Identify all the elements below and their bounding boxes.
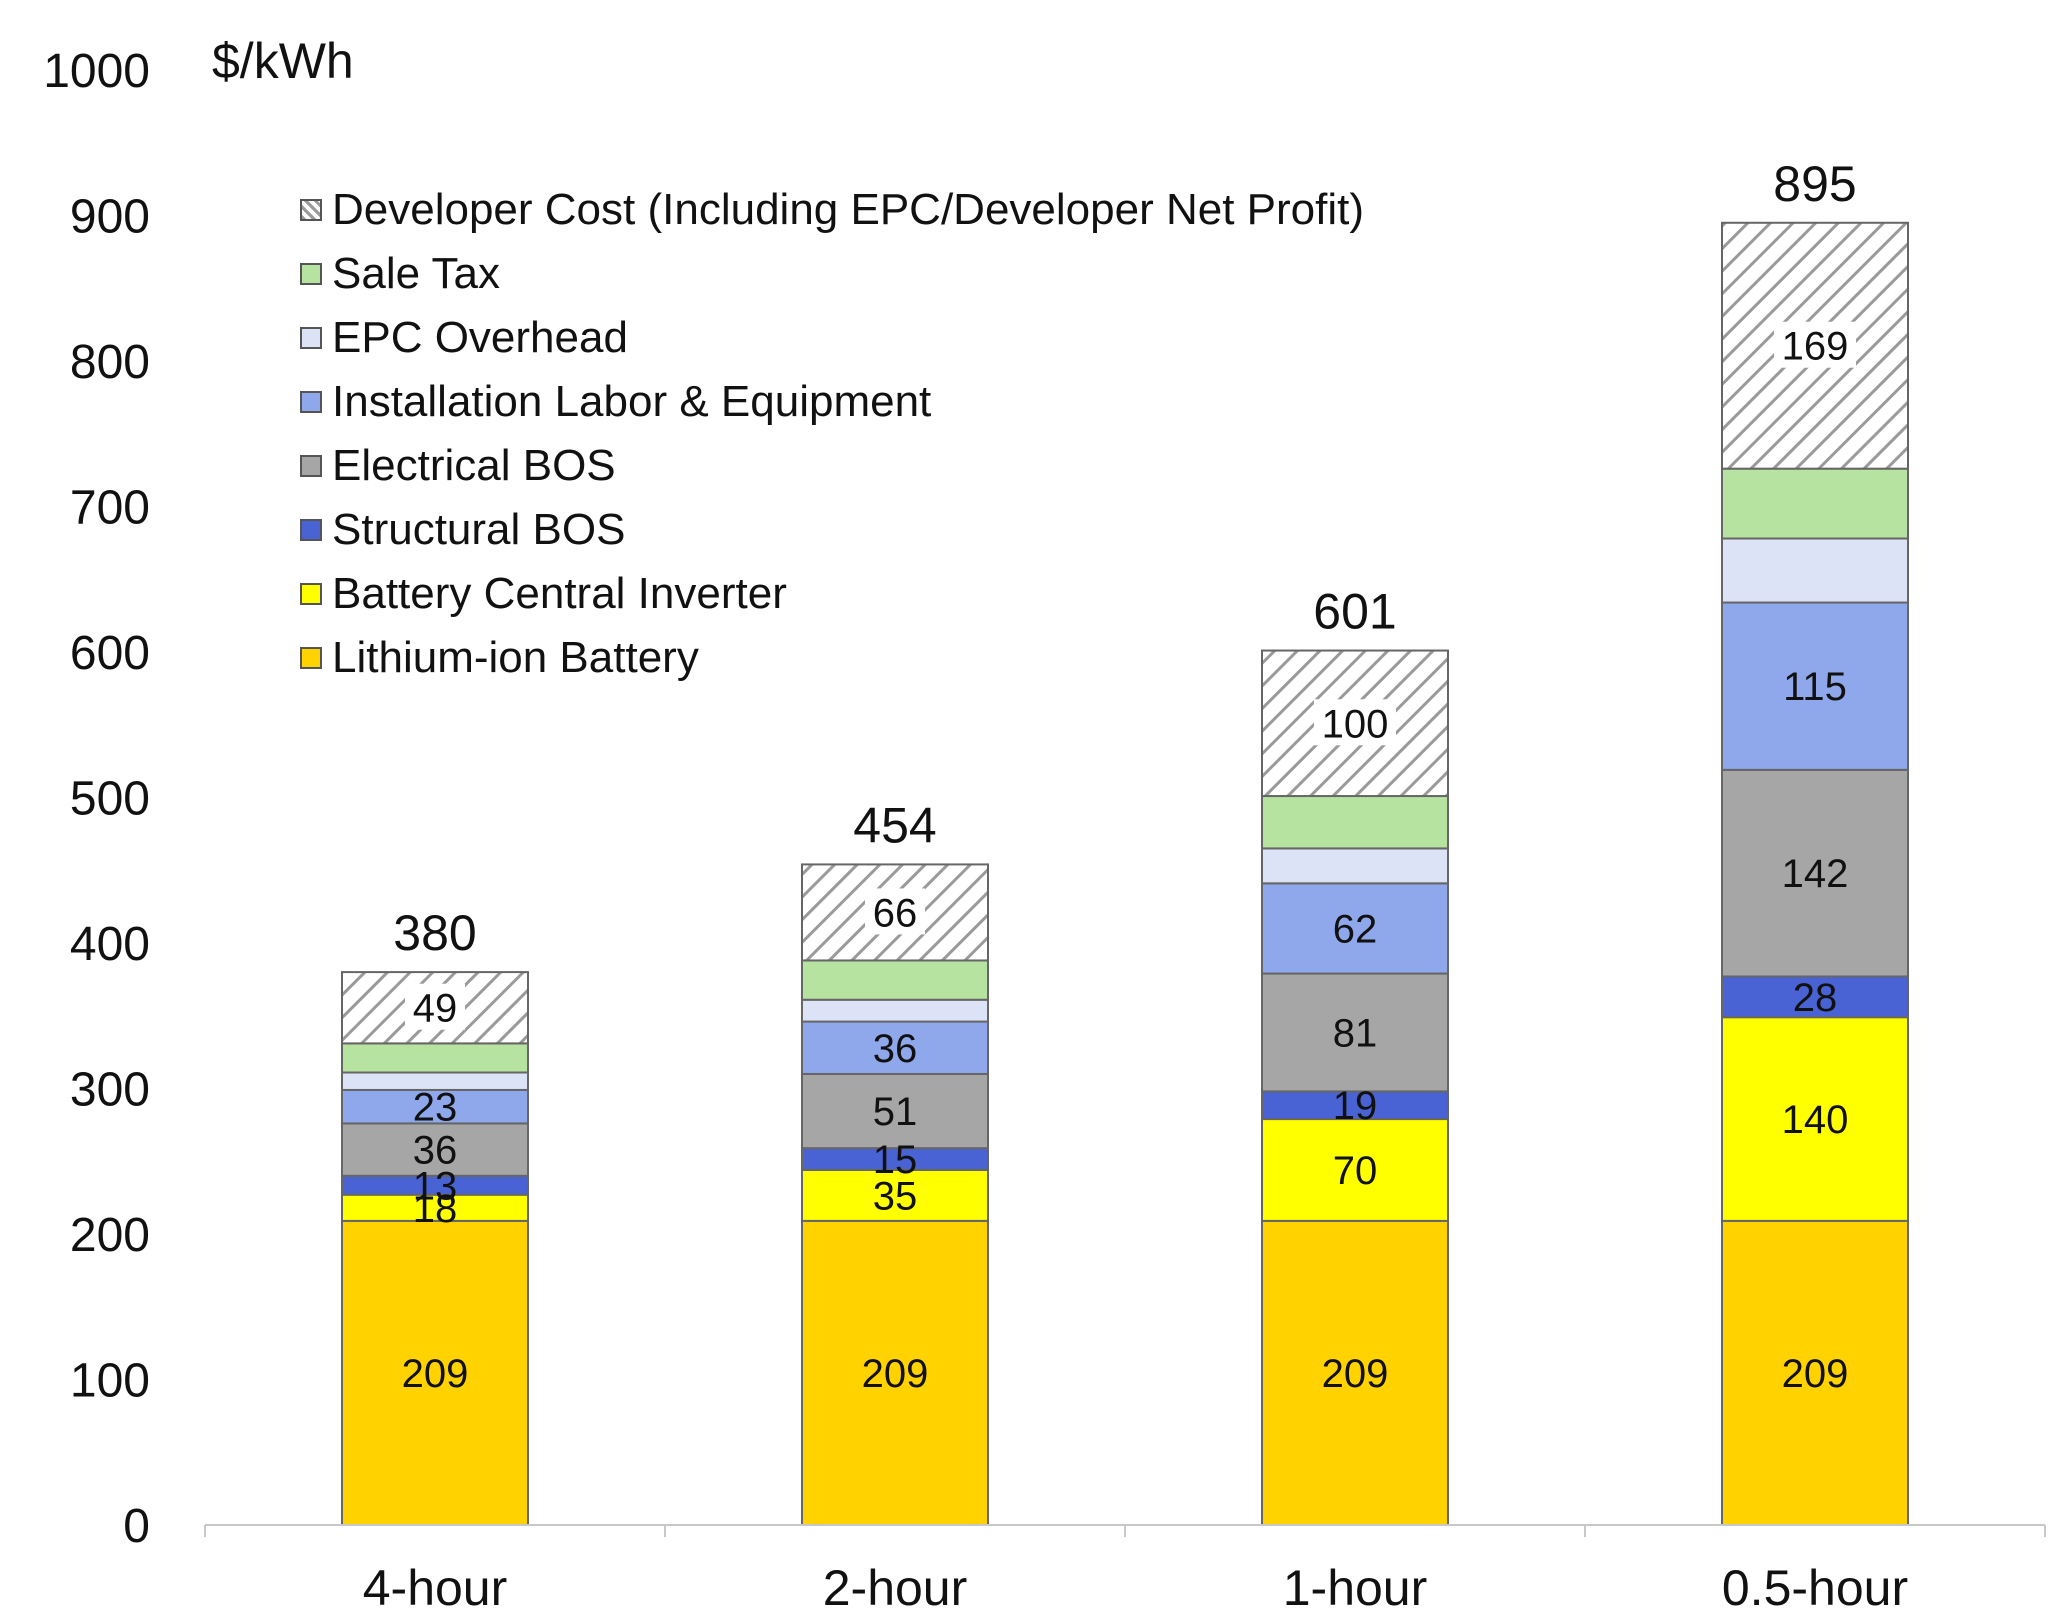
data-label-background [405,983,465,1030]
bar-segment [801,998,989,1023]
bar-segment [1261,795,1449,850]
bar-segment [1261,1090,1449,1121]
total-label: 380 [393,905,476,961]
legend-label: Lithium-ion Battery [332,633,699,682]
y-tick-label: 1000 [43,45,150,98]
total-label: 895 [1773,156,1856,212]
x-tick-label: 2-hour [823,1560,968,1611]
legend-item: Electrical BOS [300,434,1364,498]
data-label: 140 [1782,1098,1849,1142]
legend-swatch [300,455,322,477]
data-label: 209 [1322,1352,1389,1396]
legend-swatch [300,583,322,605]
bar-segment [801,1020,989,1075]
bar-segment [1721,601,1909,771]
legend-label: Installation Labor & Equipment [332,377,932,426]
bar-segment [1261,882,1449,975]
bar-segment [1721,1016,1909,1222]
data-label: 36 [873,1027,918,1071]
bar-segment [801,959,989,1001]
data-label: 66 [873,891,918,935]
legend-label: Developer Cost (Including EPC/Developer … [332,185,1365,234]
legend-item: Sale Tax [300,242,1364,306]
bar-segment [341,1088,529,1125]
legend-label: Structural BOS [332,505,626,554]
bar-segment [801,1072,989,1150]
legend-swatch [300,647,322,669]
legend-item: Battery Central Inverter [300,562,1364,626]
legend-swatch [300,327,322,349]
data-label: 209 [1782,1352,1849,1396]
total-label: 601 [1313,584,1396,640]
total-label: 454 [853,797,936,853]
data-label: 35 [873,1174,918,1218]
data-label-background [1314,699,1396,746]
data-label: 169 [1782,325,1849,369]
bar-segment [341,1122,529,1177]
legend-item: Developer Cost (Including EPC/Developer … [300,178,1364,242]
data-label-background [1774,321,1856,368]
bar-segment [1721,537,1909,604]
x-tick-label: 0.5-hour [1722,1560,1908,1611]
data-label: 19 [1333,1084,1378,1128]
legend-swatch [300,391,322,413]
data-label: 36 [413,1129,458,1173]
bar-segment [1261,1118,1449,1222]
legend-swatch [300,199,322,221]
bar-segment [801,1219,989,1527]
bar-segment [1721,768,1909,978]
bar-segment [341,1219,529,1527]
data-label: 62 [1333,907,1378,951]
data-label: 49 [413,987,458,1031]
y-axis-label: $/kWh [212,33,354,89]
y-tick-label: 0 [123,1500,150,1553]
legend-item: EPC Overhead [300,306,1364,370]
y-tick-label: 800 [70,336,150,389]
data-label: 209 [862,1352,929,1396]
bar-segment [1721,975,1909,1019]
legend-swatch [300,263,322,285]
y-tick-label: 100 [70,1355,150,1408]
data-label: 28 [1793,976,1838,1020]
bar-segment [801,1168,989,1222]
y-tick-label: 400 [70,918,150,971]
bar-segment [1721,467,1909,540]
legend-label: Sale Tax [332,249,500,298]
data-label: 51 [873,1090,918,1134]
data-label: 100 [1322,702,1389,746]
x-tick-label: 1-hour [1283,1560,1428,1611]
data-label: 81 [1333,1011,1378,1055]
legend-item: Structural BOS [300,498,1364,562]
legend-swatch [300,519,322,541]
y-tick-label: 700 [70,482,150,535]
data-label: 115 [1783,665,1847,709]
data-label: 18 [413,1187,458,1231]
data-label: 23 [413,1086,458,1130]
y-tick-label: 600 [70,627,150,680]
y-tick-label: 900 [70,191,150,244]
x-tick-label: 4-hour [363,1560,508,1611]
data-label: 70 [1333,1149,1378,1193]
legend-label: EPC Overhead [332,313,628,362]
y-tick-label: 200 [70,1209,150,1262]
legend-label: Battery Central Inverter [332,569,787,618]
legend-item: Installation Labor & Equipment [300,370,1364,434]
data-label: 142 [1782,852,1849,896]
bar-segment [341,1042,529,1074]
bar-segment [1261,847,1449,885]
data-label-background [865,888,925,935]
data-label: 15 [873,1138,918,1182]
legend: Developer Cost (Including EPC/Developer … [300,178,1364,690]
y-tick-label: 300 [70,1064,150,1117]
bar-segment [341,1193,529,1222]
data-label: 209 [402,1352,469,1396]
data-label: 13 [413,1164,458,1208]
legend-label: Electrical BOS [332,441,616,490]
bar-segment [1261,972,1449,1093]
legend-item: Lithium-ion Battery [300,626,1364,690]
y-tick-label: 500 [70,773,150,826]
